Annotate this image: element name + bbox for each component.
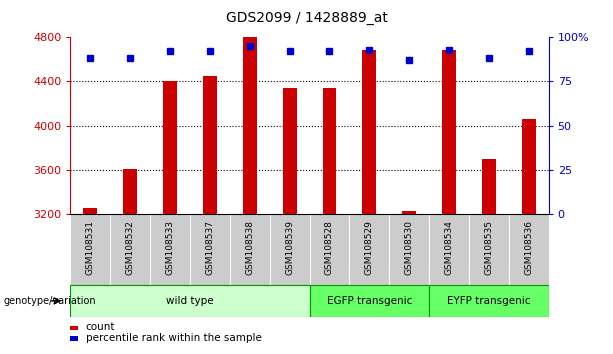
Bar [402,211,416,214]
Text: wild type: wild type [166,296,214,306]
Text: GSM108531: GSM108531 [86,220,95,275]
Bar [469,214,509,285]
Text: EYFP transgenic: EYFP transgenic [447,296,531,306]
Bar [362,50,376,214]
Text: EGFP transgenic: EGFP transgenic [327,296,412,306]
Bar [83,207,97,214]
Text: count: count [86,322,115,332]
Bar [522,119,536,214]
Bar [509,214,549,285]
Bar [429,285,549,317]
Bar [190,214,230,285]
Text: genotype/variation: genotype/variation [3,296,96,306]
Bar [110,214,150,285]
Bar [429,214,469,285]
Bar [203,76,217,214]
Bar [150,214,190,285]
Text: GSM108530: GSM108530 [405,220,414,275]
Bar [163,81,177,214]
Text: GSM108537: GSM108537 [205,220,215,275]
Text: GSM108528: GSM108528 [325,220,334,275]
Bar [322,88,337,214]
Bar [310,214,349,285]
Bar [283,88,297,214]
Text: GSM108539: GSM108539 [285,220,294,275]
Text: GSM108535: GSM108535 [484,220,493,275]
Bar [310,285,429,317]
Bar [270,214,310,285]
Bar [442,50,456,214]
Text: GSM108536: GSM108536 [524,220,533,275]
Bar [389,214,429,285]
Bar [482,159,496,214]
Text: GSM108529: GSM108529 [365,220,374,275]
Bar [349,214,389,285]
Bar [230,214,270,285]
Text: GSM108538: GSM108538 [245,220,254,275]
Text: GSM108533: GSM108533 [166,220,175,275]
Text: GSM108532: GSM108532 [126,220,135,275]
Bar [70,336,78,341]
Text: GSM108534: GSM108534 [444,220,454,275]
Text: percentile rank within the sample: percentile rank within the sample [86,333,262,343]
Bar [123,169,137,214]
Bar [243,37,257,214]
Bar [70,214,110,285]
Bar [70,326,78,330]
Text: GDS2099 / 1428889_at: GDS2099 / 1428889_at [226,11,387,25]
Bar [70,285,310,317]
